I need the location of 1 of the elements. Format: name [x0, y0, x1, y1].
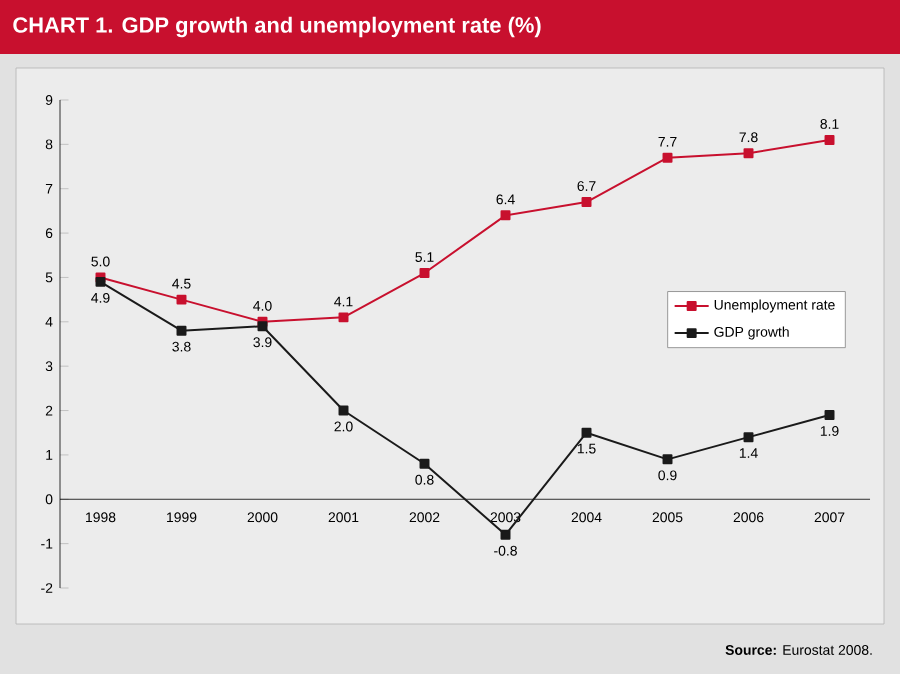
chart-title: CHART 1. GDP growth and unemployment rate (%): [13, 16, 541, 38]
